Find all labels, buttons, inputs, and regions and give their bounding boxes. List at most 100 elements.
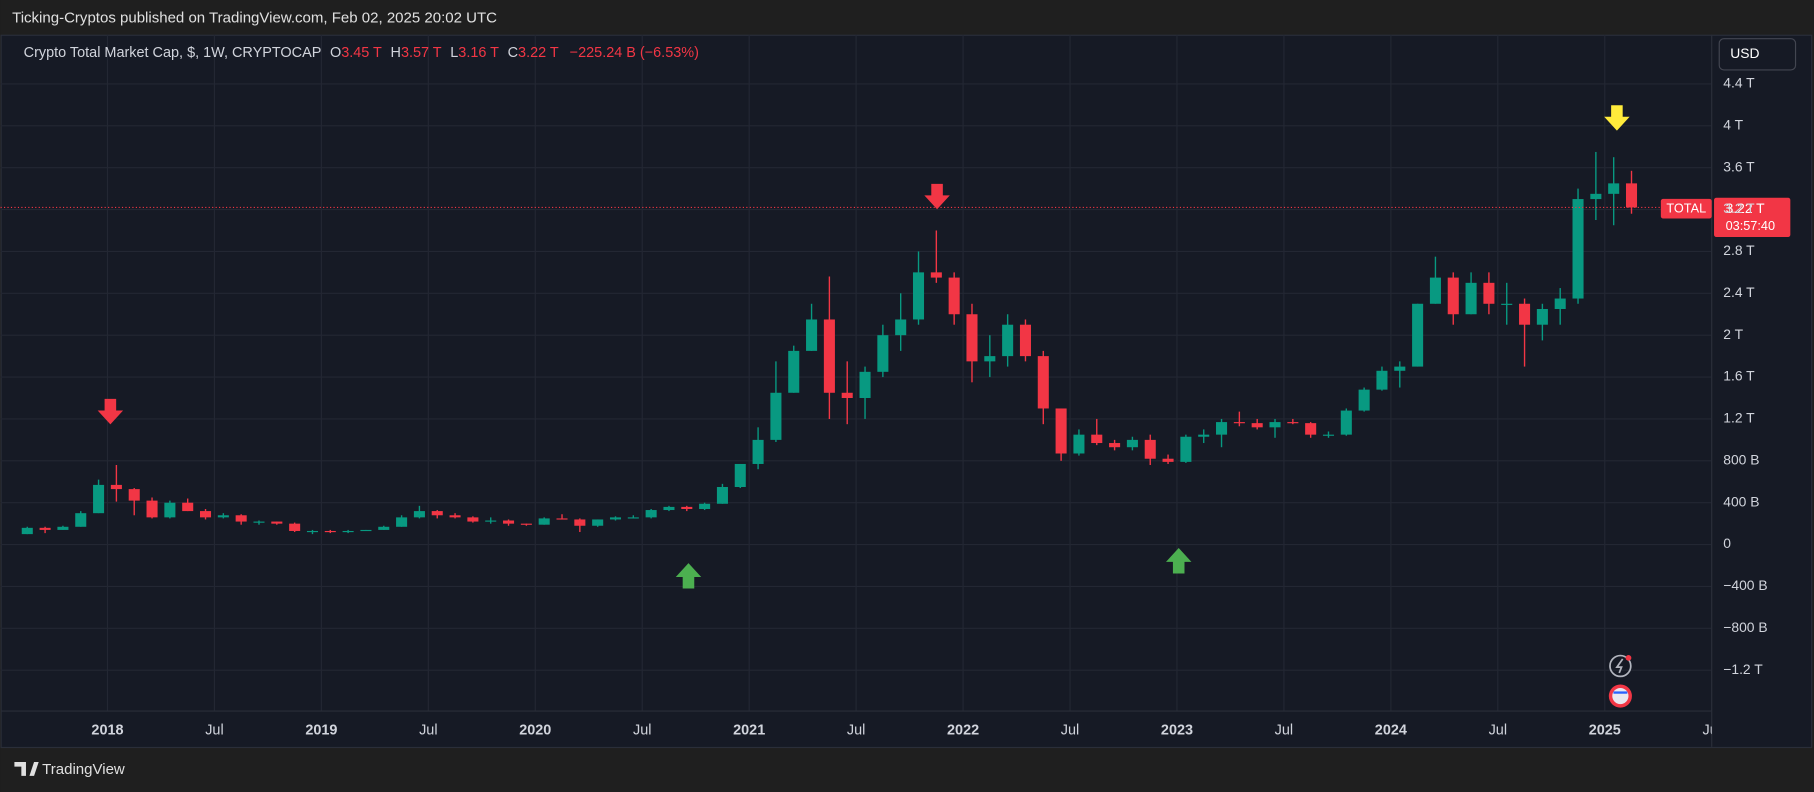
y-tick-label: −400 B <box>1723 577 1767 593</box>
candle-body <box>1519 303 1531 325</box>
candle-body <box>235 515 247 522</box>
candle-body <box>57 526 69 530</box>
candle-body <box>538 518 550 525</box>
candle-body <box>556 518 568 520</box>
candle-body <box>1608 183 1620 194</box>
icon[interactable] <box>1609 654 1632 678</box>
symbol: Crypto Total Market Cap, $, 1W, CRYPTOCA… <box>24 45 322 61</box>
x-tick-label: 2018 <box>91 723 123 739</box>
candle-body <box>966 314 978 362</box>
candle-body <box>199 511 212 518</box>
candle-body <box>1394 366 1406 371</box>
candle-body <box>984 356 996 362</box>
candle-body <box>1554 298 1566 310</box>
y-tick-label: 400 B <box>1723 493 1759 509</box>
ohlc-key: H <box>391 45 401 61</box>
x-tick-label: Jul <box>1061 723 1079 739</box>
y-tick-label: 4 T <box>1723 116 1743 132</box>
x-tick-label: 2025 <box>1589 723 1621 739</box>
currency-button-frame[interactable] <box>1718 38 1797 71</box>
candle-body <box>806 319 818 351</box>
candle-body <box>75 513 87 527</box>
candle-body <box>1412 303 1424 367</box>
candle-body <box>217 515 229 518</box>
brand-name: TradingView <box>42 761 125 778</box>
candle-body <box>1126 439 1138 448</box>
candle-body <box>734 463 746 488</box>
x-tick-label: 2021 <box>733 723 765 739</box>
up-arrow <box>675 563 702 589</box>
candle-body <box>306 530 318 533</box>
candle-body <box>948 277 960 315</box>
x-tick-label: Jul <box>847 723 865 739</box>
candle-body <box>895 319 907 336</box>
candle-body <box>877 335 889 372</box>
candle-body <box>1572 199 1584 299</box>
candle-body <box>1287 422 1299 424</box>
ohlc-value: 3.16 T <box>458 45 499 61</box>
candle-body <box>841 392 853 399</box>
candle-body <box>413 511 425 518</box>
candle-body <box>930 272 942 278</box>
candle-body <box>378 526 390 530</box>
candle-body <box>93 484 105 514</box>
brand-logo <box>14 761 39 776</box>
down-arrow <box>1604 105 1630 131</box>
candle-body <box>271 521 283 524</box>
x-tick-label: 2024 <box>1375 723 1407 739</box>
x-tick-label: Jul <box>633 723 651 739</box>
candle-body <box>1109 443 1121 448</box>
y-tick-label: −800 B <box>1723 619 1767 635</box>
candle-body <box>253 521 265 523</box>
y-tick-label: 2.4 T <box>1723 284 1755 300</box>
x-tick-label: 2019 <box>305 723 337 739</box>
ohlc-value: 3.57 T <box>401 45 442 61</box>
up-arrow <box>1165 548 1192 574</box>
candle-body <box>1590 193 1602 200</box>
candle-body <box>1358 389 1370 411</box>
candle-body <box>1002 324 1014 357</box>
y-tick-label: 2 T <box>1723 326 1743 342</box>
flag-icon-inner <box>1612 687 1629 705</box>
candle-body <box>39 527 51 530</box>
candle-body <box>1322 434 1335 436</box>
candle-body <box>1251 423 1263 428</box>
currency-label[interactable]: USD <box>1730 45 1759 61</box>
candle-body <box>164 502 176 518</box>
candle-body <box>592 519 604 526</box>
candle-body <box>1465 282 1477 315</box>
icon-dot <box>1625 654 1632 661</box>
candle-body <box>1180 436 1192 462</box>
candle-body <box>1269 422 1281 428</box>
candle-body <box>645 510 657 518</box>
candle-body <box>699 503 711 509</box>
candle-body <box>1037 356 1049 409</box>
ohlc-value: 3.45 T <box>341 45 382 61</box>
candle-body <box>823 319 835 393</box>
plot-area <box>0 34 1712 712</box>
y-tick-label: 1.2 T <box>1723 410 1755 426</box>
candle-body <box>396 517 408 527</box>
candle-body <box>431 511 443 516</box>
series-name: TOTAL <box>1666 201 1706 216</box>
candle-body <box>1340 410 1352 435</box>
candle-body <box>520 523 532 525</box>
candle-body <box>467 517 479 522</box>
candle-body <box>360 529 372 532</box>
legend: Crypto Total Market Cap, $, 1W, CRYPTOCA… <box>24 45 699 61</box>
candle-body <box>1305 423 1317 435</box>
currency-button[interactable]: USD <box>1718 38 1797 71</box>
candle-body <box>1162 458 1174 462</box>
candle-body <box>1055 408 1067 454</box>
y-tick-label: 3.2 T <box>1723 200 1755 216</box>
candle-body <box>770 392 782 440</box>
candle-body <box>1091 434 1103 444</box>
ohlc-key: C <box>508 45 518 61</box>
x-tick-label: Jul <box>419 723 437 739</box>
y-tick-label: 800 B <box>1723 451 1759 467</box>
candle-body <box>1429 277 1441 304</box>
price-tag-value: 3.22 T <box>1726 200 1766 216</box>
candle-body <box>1233 422 1245 424</box>
candle-body <box>182 502 194 512</box>
